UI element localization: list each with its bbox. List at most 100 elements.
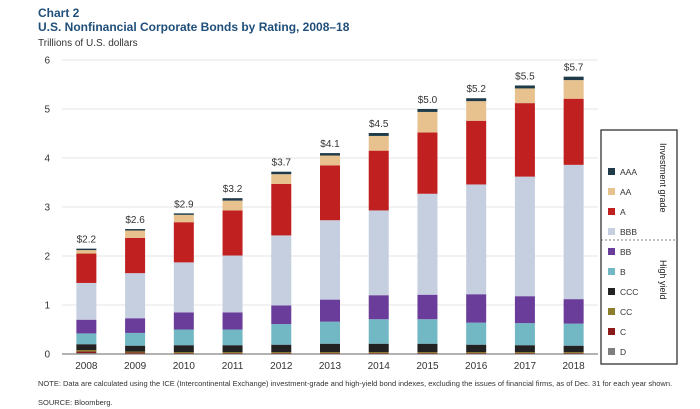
- bar-segment-aa-2018: [563, 80, 584, 99]
- bar-segment-bb-2018: [563, 299, 584, 324]
- bar-segment-aaa-2009: [125, 229, 146, 231]
- legend-swatch-bbb: [608, 228, 615, 235]
- legend-label-bbb: BBB: [620, 227, 637, 237]
- x-tick-label: 2008: [75, 361, 98, 372]
- y-tick-label: 0: [44, 350, 50, 361]
- bar-segment-ccc-2017: [514, 345, 535, 353]
- legend-label-d: D: [620, 347, 626, 357]
- legend-label-aa: AA: [620, 187, 632, 197]
- bar-segment-a-2010: [173, 222, 194, 263]
- legend-swatch-a: [608, 208, 615, 215]
- bar-segment-aa-2015: [417, 111, 438, 133]
- bar-total-label: $3.7: [272, 158, 292, 169]
- bar-segment-cc-2013: [320, 352, 340, 354]
- bar-segment-ccc-2012: [271, 344, 292, 353]
- bar-total-label: $2.9: [174, 199, 194, 210]
- x-tick-label: 2012: [270, 361, 293, 372]
- bar-segment-aaa-2016: [466, 98, 487, 102]
- bar-segment-b-2010: [173, 329, 194, 346]
- legend-group-investment-grade: Investment grade: [658, 143, 668, 213]
- chart-number: Chart 2: [38, 6, 80, 20]
- bar-segment-cc-2015: [417, 352, 438, 354]
- bar-segment-ccc-2009: [125, 345, 146, 352]
- bar-segment-aa-2011: [222, 200, 243, 211]
- bar-total-label: $4.5: [369, 119, 389, 130]
- bar-segment-b-2008: [76, 333, 97, 345]
- bar-segment-aa-2008: [76, 250, 97, 254]
- bar-segment-bb-2014: [368, 295, 389, 320]
- bar-segment-aaa-2011: [222, 198, 243, 201]
- y-tick-label: 4: [44, 154, 50, 165]
- bar-segment-aa-2014: [368, 135, 389, 151]
- bar-segment-bbb-2015: [417, 193, 438, 295]
- bar-segment-aaa-2010: [173, 213, 194, 215]
- stacked-bar-chart: 0 1 2 3 4 5 6 2008 2009 2010 2011 2012 2013 2014 2015…: [44, 56, 678, 372]
- bar-total-label: $3.2: [223, 184, 243, 195]
- y-axis-unit-label: Trillions of U.S. dollars: [38, 38, 138, 49]
- bar-segment-cc-2009: [125, 351, 146, 353]
- bar-segment-b-2014: [368, 319, 389, 344]
- bar-segment-cc-2008: [76, 350, 97, 352]
- bar-segment-aa-2009: [125, 230, 146, 238]
- bar-segment-cc-2010: [173, 352, 194, 354]
- bar-segment-ccc-2016: [466, 344, 487, 353]
- bar-segment-bb-2016: [466, 294, 487, 323]
- bar-segment-bb-2011: [222, 312, 243, 330]
- x-tick-label: 2011: [222, 361, 244, 372]
- bar-segment-a-2018: [563, 98, 584, 165]
- chart-title: U.S. Nonfinancial Corporate Bonds by Rat…: [38, 20, 350, 34]
- bar-segment-b-2011: [222, 329, 243, 346]
- bar-segment-aaa-2014: [368, 133, 389, 136]
- legend-swatch-ccc: [608, 288, 615, 295]
- chart-note: NOTE: Data are calculated using the ICE …: [38, 379, 673, 388]
- bar-segment-ccc-2018: [563, 345, 584, 353]
- bar-segment-a-2013: [320, 165, 340, 221]
- bar-segment-bbb-2008: [76, 282, 97, 320]
- bar-segment-ccc-2013: [320, 343, 340, 353]
- bar-segment-bbb-2013: [320, 220, 340, 300]
- bar-segment-bb-2015: [417, 294, 438, 320]
- bar-segment-bbb-2010: [173, 262, 194, 313]
- bar-segment-c-2009: [125, 352, 146, 354]
- bar-segment-bbb-2014: [368, 210, 389, 296]
- legend-swatch-bb: [608, 248, 615, 255]
- bar-total-label: $5.0: [418, 95, 438, 106]
- bar-segment-a-2009: [125, 237, 146, 274]
- bar-segment-a-2017: [514, 103, 535, 177]
- bar-segment-ccc-2014: [368, 343, 389, 353]
- x-tick-label: 2010: [173, 361, 196, 372]
- bar-segment-bb-2008: [76, 319, 97, 334]
- bar-segment-aaa-2008: [76, 248, 97, 251]
- legend-swatch-c: [608, 328, 615, 335]
- bar-segment-ccc-2010: [173, 345, 194, 353]
- legend-swatch-aa: [608, 188, 615, 195]
- x-tick-label: 2014: [368, 361, 391, 372]
- legend-label-cc: CC: [620, 307, 632, 317]
- bar-segment-cc-2014: [368, 352, 389, 354]
- bar-segment-aa-2010: [173, 214, 194, 223]
- y-tick-label: 3: [44, 203, 50, 214]
- x-tick-label: 2016: [465, 361, 488, 372]
- bar-segment-b-2013: [320, 321, 340, 344]
- bar-segment-aa-2013: [320, 155, 340, 166]
- bar-segment-ccc-2011: [222, 345, 243, 353]
- bar-segment-aa-2012: [271, 174, 292, 184]
- bar-segment-b-2009: [125, 332, 146, 346]
- legend-group-high-yield: High yield: [658, 260, 668, 300]
- bar-segment-aaa-2018: [563, 76, 584, 81]
- legend-label-aaa: AAA: [620, 167, 637, 177]
- bar-segment-a-2015: [417, 132, 438, 194]
- bar-total-label: $2.6: [125, 215, 145, 226]
- bar-segment-bb-2013: [320, 299, 340, 322]
- bar-segment-a-2012: [271, 183, 292, 236]
- bar-segment-bb-2017: [514, 296, 535, 324]
- bar-segment-bbb-2017: [514, 176, 535, 297]
- bar-segment-bbb-2012: [271, 235, 292, 306]
- bar-segment-b-2015: [417, 319, 438, 344]
- bar-segment-cc-2011: [222, 352, 243, 354]
- x-tick-label: 2013: [319, 361, 342, 372]
- y-tick-label: 5: [44, 105, 50, 116]
- bar-segment-bbb-2018: [563, 164, 584, 300]
- bar-segment-aaa-2015: [417, 109, 438, 112]
